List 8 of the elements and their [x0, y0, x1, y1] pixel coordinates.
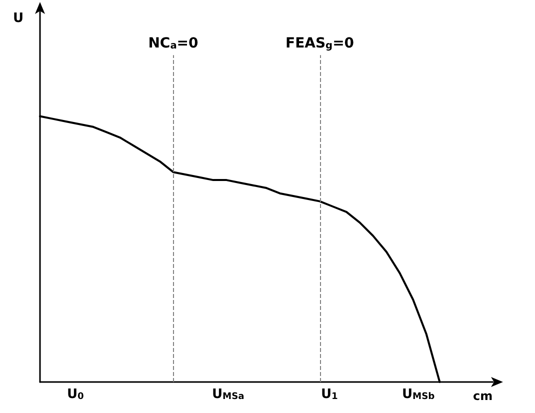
text: U1	[321, 387, 338, 402]
text: UMSa	[212, 387, 244, 402]
text: UMSb	[402, 387, 436, 402]
text: U	[13, 11, 24, 26]
text: FEASg=0	[286, 36, 354, 52]
text: NCa=0	[148, 36, 199, 52]
x-axis-title: cm	[473, 389, 493, 403]
text: U0	[67, 387, 84, 402]
